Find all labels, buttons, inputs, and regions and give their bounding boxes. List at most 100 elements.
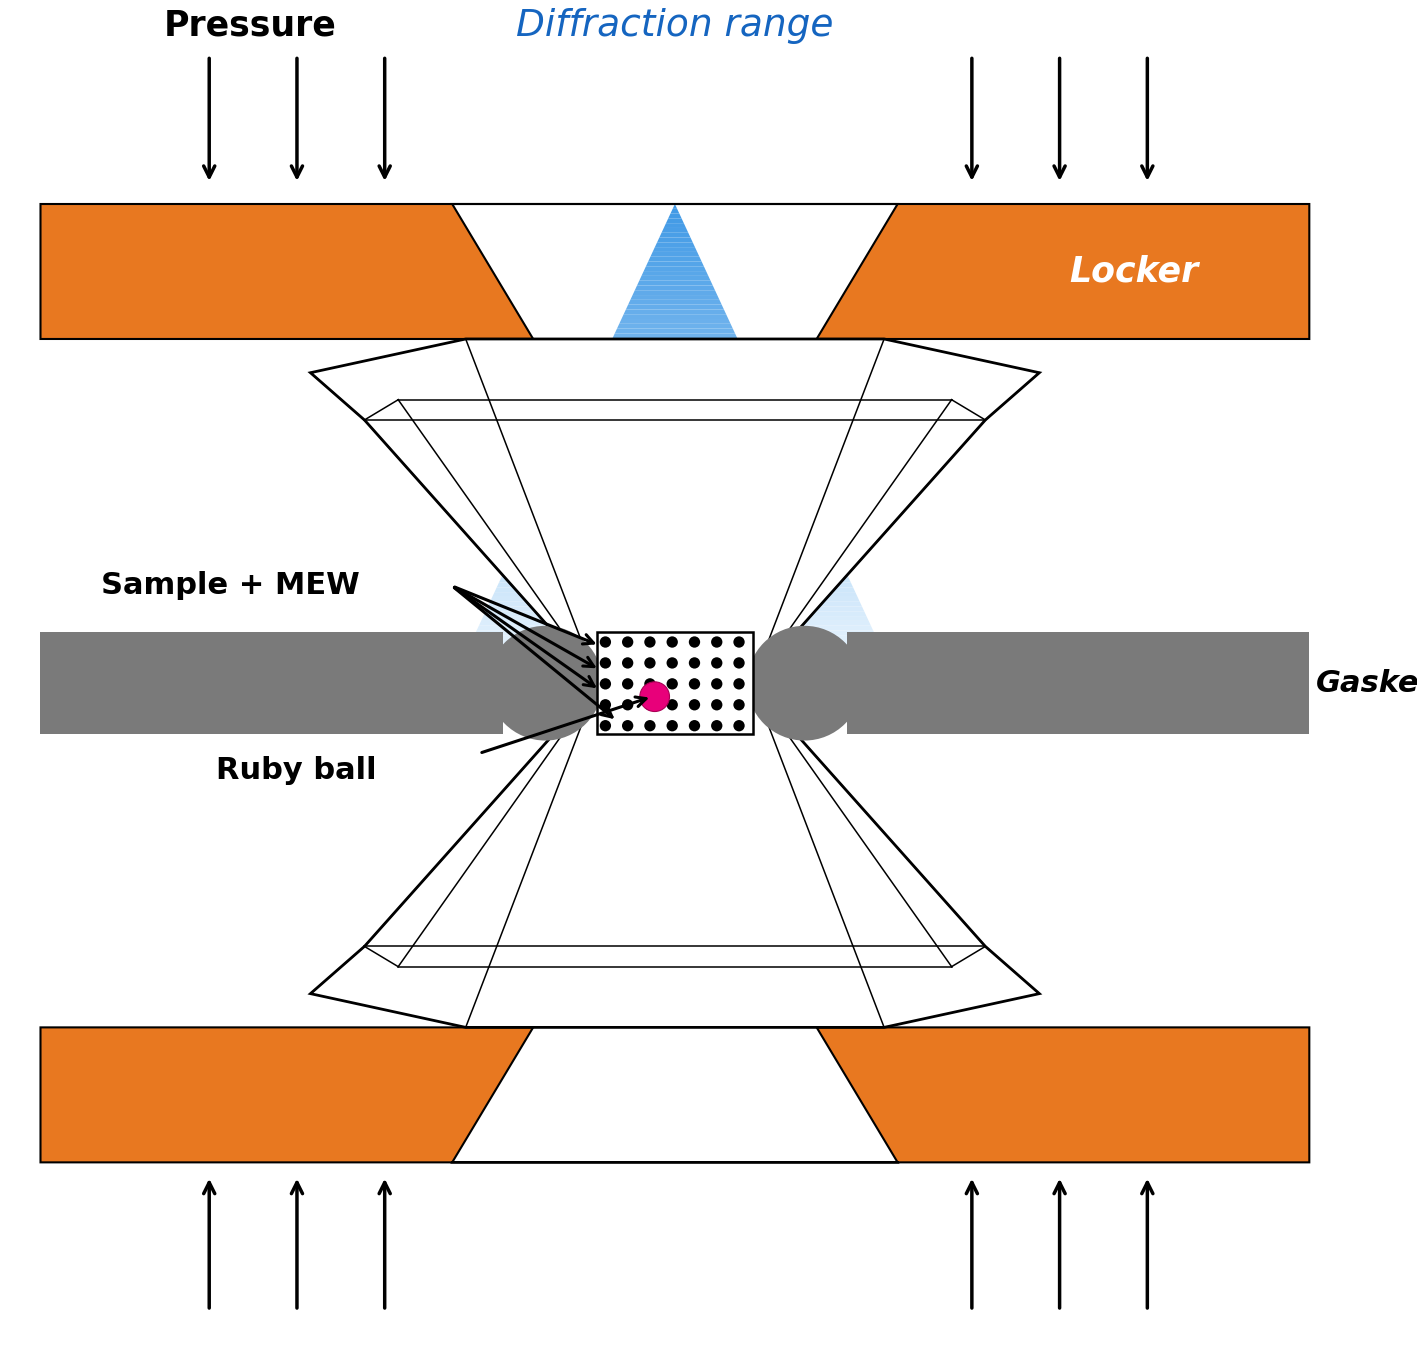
Polygon shape [492, 592, 857, 597]
Circle shape [622, 720, 633, 731]
Circle shape [599, 720, 611, 731]
Bar [597, 632, 754, 734]
Circle shape [734, 658, 745, 669]
Circle shape [666, 720, 677, 731]
Polygon shape [514, 545, 835, 549]
Polygon shape [669, 214, 682, 218]
Bar [597, 632, 754, 734]
Polygon shape [533, 505, 818, 511]
Text: Sample + MEW: Sample + MEW [101, 572, 360, 601]
Polygon shape [648, 256, 701, 262]
Text: Locker: Locker [1070, 255, 1199, 289]
Polygon shape [570, 425, 779, 429]
Polygon shape [537, 496, 813, 501]
Bar [597, 632, 754, 734]
Polygon shape [663, 223, 686, 227]
Polygon shape [557, 454, 794, 458]
Polygon shape [548, 473, 802, 477]
Circle shape [666, 678, 677, 689]
Polygon shape [642, 271, 708, 276]
Polygon shape [626, 305, 724, 309]
Polygon shape [580, 406, 771, 410]
Polygon shape [597, 366, 752, 372]
Polygon shape [495, 587, 856, 592]
Polygon shape [475, 631, 876, 635]
Polygon shape [575, 415, 775, 419]
Polygon shape [635, 286, 716, 290]
Polygon shape [588, 385, 762, 391]
Polygon shape [611, 338, 740, 343]
Polygon shape [310, 339, 1039, 681]
Circle shape [734, 636, 745, 648]
Circle shape [711, 636, 723, 648]
Circle shape [622, 699, 633, 711]
Polygon shape [544, 482, 806, 486]
Circle shape [599, 636, 611, 648]
Circle shape [711, 699, 723, 711]
Polygon shape [513, 549, 837, 554]
Polygon shape [577, 410, 772, 415]
Polygon shape [526, 520, 825, 526]
Polygon shape [632, 290, 717, 296]
Polygon shape [616, 324, 733, 328]
Circle shape [599, 678, 611, 689]
Circle shape [689, 636, 700, 648]
Polygon shape [476, 625, 873, 631]
Polygon shape [534, 501, 815, 505]
Polygon shape [546, 477, 803, 482]
Circle shape [622, 678, 633, 689]
Circle shape [711, 658, 723, 669]
Polygon shape [463, 654, 887, 659]
Polygon shape [479, 621, 871, 625]
Circle shape [666, 699, 677, 711]
Polygon shape [584, 396, 767, 400]
Polygon shape [631, 296, 720, 300]
Polygon shape [456, 669, 893, 674]
Circle shape [645, 678, 656, 689]
Polygon shape [646, 262, 704, 267]
Polygon shape [581, 400, 768, 406]
Polygon shape [666, 218, 684, 223]
Polygon shape [490, 597, 860, 602]
Polygon shape [622, 315, 728, 319]
Polygon shape [673, 204, 677, 208]
Ellipse shape [747, 625, 862, 741]
Circle shape [640, 682, 669, 711]
Polygon shape [670, 208, 679, 214]
Polygon shape [455, 674, 896, 678]
Polygon shape [466, 650, 884, 654]
Polygon shape [568, 429, 782, 434]
Circle shape [666, 658, 677, 669]
Polygon shape [591, 381, 760, 385]
Polygon shape [503, 568, 846, 573]
Polygon shape [550, 467, 799, 473]
Polygon shape [482, 616, 869, 621]
Polygon shape [506, 564, 845, 568]
Polygon shape [615, 328, 735, 334]
Polygon shape [468, 644, 881, 650]
Circle shape [645, 636, 656, 648]
Ellipse shape [487, 625, 602, 741]
Polygon shape [553, 463, 798, 467]
Polygon shape [643, 267, 706, 271]
Text: Ruby ball: Ruby ball [215, 756, 377, 786]
Polygon shape [499, 577, 850, 583]
Polygon shape [517, 539, 833, 545]
Polygon shape [502, 573, 849, 577]
Circle shape [666, 636, 677, 648]
Circle shape [645, 658, 656, 669]
Polygon shape [530, 511, 819, 515]
Polygon shape [486, 606, 864, 612]
Polygon shape [459, 665, 891, 669]
Polygon shape [560, 448, 791, 454]
Polygon shape [638, 281, 713, 286]
Polygon shape [653, 247, 697, 252]
Polygon shape [41, 1027, 1309, 1162]
Circle shape [645, 699, 656, 711]
Polygon shape [650, 252, 700, 256]
Polygon shape [541, 486, 809, 492]
Polygon shape [601, 357, 748, 362]
Polygon shape [592, 376, 757, 381]
Polygon shape [639, 276, 710, 281]
Polygon shape [657, 237, 693, 242]
